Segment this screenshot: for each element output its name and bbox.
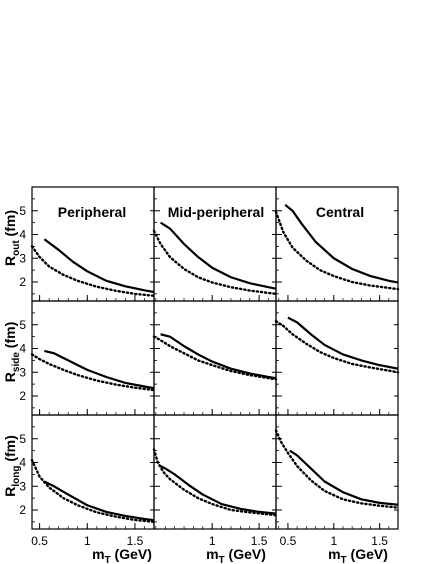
y-tick-label: 5: [19, 432, 26, 446]
panel-frame: [31, 300, 155, 416]
panel-frame: [275, 414, 399, 530]
panel-long-central: [274, 414, 400, 530]
series-dotted-line: [152, 448, 278, 517]
panel-side-central: [274, 300, 400, 416]
x-tick-label: 1: [330, 534, 337, 548]
series-solid-line: [43, 480, 155, 522]
series-solid-line: [289, 449, 399, 506]
y-axis-label-out: Rout (fm): [2, 210, 22, 266]
column-title-mid-peripheral: Mid-peripheral: [168, 204, 264, 220]
x-axis-label-mid-peripheral: mT (GeV): [206, 546, 266, 564]
x-tick-label: 0.5: [280, 534, 297, 548]
y-tick-label: 2: [19, 389, 26, 403]
x-tick-label: 1: [84, 534, 91, 548]
panels-layer: [30, 186, 400, 530]
labels-layer: 2 3 4 5 2 3 4 5 2 3 4 5 0.5 1 1.5 1 1.5 0.5 1 1.5 Peripheral…: [2, 204, 388, 564]
series-dotted-line: [30, 245, 156, 297]
series-dotted-line: [274, 429, 400, 509]
panel-side-peripheral: [30, 300, 156, 416]
y-tick-label: 3: [19, 479, 26, 493]
series-dotted-line: [274, 210, 400, 291]
y-tick-label: 4: [19, 456, 26, 470]
column-title-peripheral: Peripheral: [58, 204, 126, 220]
x-tick-label: 1.5: [127, 534, 144, 548]
y-tick-label: 5: [19, 318, 26, 332]
x-axis-label-central: mT (GeV): [328, 546, 388, 564]
series-solid-line: [284, 203, 399, 284]
x-axis-label-peripheral: mT (GeV): [92, 546, 152, 564]
y-tick-label: 4: [19, 342, 26, 356]
series-solid-line: [287, 316, 399, 370]
column-title-central: Central: [316, 204, 364, 220]
series-dotted-line: [152, 229, 278, 296]
series-solid-line: [160, 465, 277, 515]
series-dotted-line: [30, 353, 156, 392]
x-tick-label: 1.5: [371, 534, 388, 548]
series-solid-line: [44, 349, 155, 390]
y-tick-label: 3: [19, 251, 26, 265]
series-solid-line: [160, 333, 277, 380]
x-tick-label: 1.5: [251, 534, 268, 548]
series-dotted-line: [152, 335, 278, 381]
panel-frame: [31, 414, 155, 530]
y-tick-label: 2: [19, 275, 26, 289]
panel-long-peripheral: [30, 414, 156, 530]
series-dotted-line: [30, 458, 156, 524]
series-solid-line: [43, 238, 155, 294]
y-axis-label-long: Rlong (fm): [2, 435, 22, 497]
y-axis-label-side: Rside (fm): [2, 322, 22, 382]
y-tick-label: 3: [19, 365, 26, 379]
series-solid-line: [159, 221, 277, 290]
panel-frame: [153, 300, 277, 416]
y-tick-label: 5: [19, 204, 26, 218]
y-tick-label: 4: [19, 228, 26, 242]
panel-long-mid-peripheral: [152, 414, 278, 530]
panel-side-mid-peripheral: [152, 300, 278, 416]
x-tick-label: 1: [209, 534, 216, 548]
y-tick-label: 2: [19, 503, 26, 517]
series-dotted-line: [274, 319, 400, 374]
x-tick-label: 0.5: [31, 534, 48, 548]
